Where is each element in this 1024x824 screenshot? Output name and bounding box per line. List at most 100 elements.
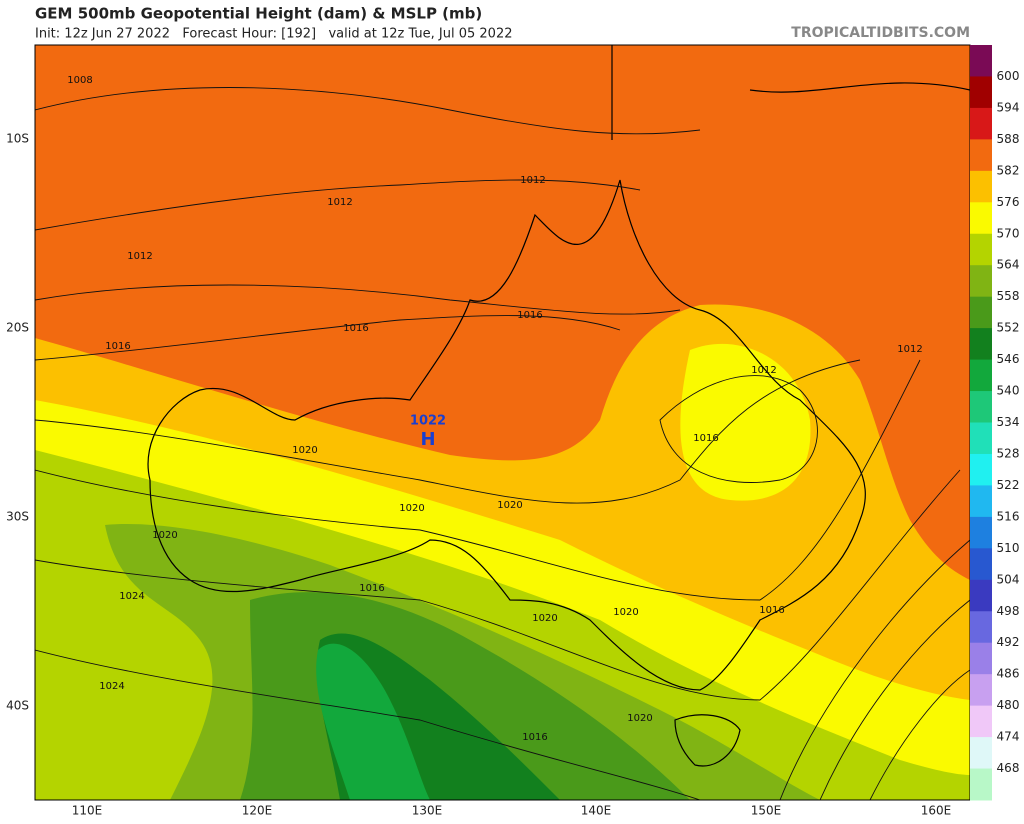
- lon-label: 150E: [751, 804, 782, 818]
- isobar-label: 1016: [759, 605, 784, 616]
- colorbar-bin: [970, 611, 992, 644]
- colorbar-bin: [970, 642, 992, 675]
- colorbar-label: 570: [997, 226, 1020, 240]
- colorbar-bin: [970, 359, 992, 392]
- colorbar-label: 576: [997, 195, 1020, 209]
- colorbar-label: 504: [997, 572, 1020, 586]
- colorbar-label: 558: [997, 289, 1020, 303]
- isobar-label: 1016: [693, 433, 718, 444]
- isobar-label: 1020: [613, 607, 638, 618]
- lon-label: 110E: [72, 804, 103, 818]
- colorbar-label: 492: [997, 635, 1020, 649]
- isobar: [35, 359, 861, 504]
- credit: TROPICALTIDBITS.COM: [791, 25, 970, 41]
- colorbar-bin: [970, 45, 992, 77]
- colorbar-bin: [970, 548, 992, 581]
- isobar-label: 1012: [897, 344, 922, 355]
- coastline-tasmania: [674, 714, 741, 767]
- colorbar-label: 546: [997, 352, 1020, 366]
- isobar-label: 1016: [105, 341, 130, 352]
- colorbar-bin: [970, 328, 992, 361]
- colorbar-bin: [970, 485, 992, 518]
- isobar: [35, 359, 921, 601]
- isobar: [659, 375, 818, 483]
- high-letter: H: [420, 429, 435, 450]
- lon-label: 140E: [581, 804, 612, 818]
- colorbar-bin: [970, 674, 992, 707]
- isobar-label: 1016: [517, 310, 542, 321]
- band-540: [316, 643, 430, 800]
- colorbar-bin: [970, 705, 992, 738]
- colorbar-bin: [970, 453, 992, 486]
- isobar-label: 1012: [327, 197, 352, 208]
- colorbar-bin: [970, 422, 992, 455]
- colorbar-label: 486: [997, 667, 1020, 681]
- colorbar-bin: [970, 139, 992, 172]
- colorbar-label: 474: [997, 730, 1020, 744]
- lat-label: 10S: [6, 132, 29, 146]
- lon-label: 120E: [242, 804, 273, 818]
- isobar-label: 1020: [497, 500, 522, 511]
- isobar-label: 1024: [99, 681, 124, 692]
- isobar: [35, 87, 701, 135]
- colorbar-label: 534: [997, 415, 1020, 429]
- isobar-label: 1012: [127, 251, 152, 262]
- isobar: [35, 315, 621, 361]
- colorbar-bin: [970, 76, 992, 109]
- isobar-label: 1024: [119, 591, 144, 602]
- coastline-north: [611, 45, 970, 140]
- isobar: [35, 469, 961, 701]
- colorbar-bin: [970, 768, 992, 801]
- isobar-label: 1020: [152, 530, 177, 541]
- lon-label: 130E: [412, 804, 443, 818]
- isobar-label: 1020: [292, 445, 317, 456]
- lat-label: 30S: [6, 510, 29, 524]
- colorbar-label: 498: [997, 604, 1020, 618]
- colorbar-bin: [970, 516, 992, 549]
- colorbar-bin: [970, 391, 992, 423]
- colorbar-label: 600: [997, 69, 1020, 83]
- lat-label: 20S: [6, 321, 29, 335]
- colorbar-bin: [970, 202, 992, 235]
- colorbar-label: 522: [997, 478, 1020, 492]
- colorbar-bin: [970, 170, 992, 203]
- lon-label: 160E: [921, 804, 952, 818]
- colorbar-bin: [970, 579, 992, 612]
- isobar-label: 1012: [520, 175, 545, 186]
- isobar-label: 1016: [522, 732, 547, 743]
- isobar: [35, 179, 641, 231]
- isobar: [35, 284, 681, 315]
- isobar-label: 1016: [343, 323, 368, 334]
- isobar-label: 1020: [399, 503, 424, 514]
- colorbar-bin: [970, 296, 992, 329]
- colorbar-label: 528: [997, 446, 1020, 460]
- isobar-label: 1020: [627, 713, 652, 724]
- colorbar-bin: [970, 233, 992, 266]
- colorbar-label: 516: [997, 509, 1020, 523]
- isobar-label: 1012: [751, 365, 776, 376]
- isobar-label: 1016: [359, 583, 384, 594]
- colorbar-label: 540: [997, 384, 1020, 398]
- colorbar-label: 582: [997, 163, 1020, 177]
- lat-label: 40S: [6, 699, 29, 713]
- isobar-label: 1020: [532, 613, 557, 624]
- colorbar-label: 594: [997, 100, 1020, 114]
- colorbar-bin: [970, 265, 992, 298]
- colorbar-label: 480: [997, 698, 1020, 712]
- isobar: [779, 539, 970, 800]
- colorbar-label: 564: [997, 258, 1020, 272]
- map-area: [35, 45, 970, 800]
- colorbar-label: 588: [997, 132, 1020, 146]
- colorbar-bin: [970, 737, 992, 770]
- colorbar-label: 552: [997, 321, 1020, 335]
- title: GEM 500mb Geopotential Height (dam) & MS…: [35, 5, 482, 23]
- isobar-label: 1008: [67, 75, 92, 86]
- colorbar-label: 468: [997, 761, 1020, 775]
- high-pressure: 1022: [410, 414, 446, 429]
- subtitle: Init: 12z Jun 27 2022 Forecast Hour: [19…: [35, 27, 513, 42]
- colorbar-label: 510: [997, 541, 1020, 555]
- isobar: [35, 649, 701, 800]
